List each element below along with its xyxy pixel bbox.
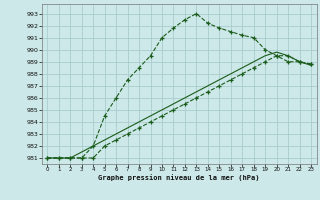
X-axis label: Graphe pression niveau de la mer (hPa): Graphe pression niveau de la mer (hPa) (99, 175, 260, 181)
